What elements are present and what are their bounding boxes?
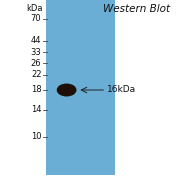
Text: kDa: kDa bbox=[26, 4, 42, 13]
Text: 16kDa: 16kDa bbox=[107, 86, 136, 94]
Text: 18: 18 bbox=[31, 86, 41, 94]
Text: 22: 22 bbox=[31, 70, 41, 79]
Text: 26: 26 bbox=[31, 59, 41, 68]
Text: Western Blot: Western Blot bbox=[103, 4, 170, 15]
Ellipse shape bbox=[57, 84, 76, 96]
Text: 10: 10 bbox=[31, 132, 41, 141]
Text: 14: 14 bbox=[31, 105, 41, 114]
Text: 33: 33 bbox=[31, 48, 41, 57]
Text: 70: 70 bbox=[31, 14, 41, 23]
Bar bbox=[46, 0, 115, 175]
Text: 44: 44 bbox=[31, 36, 41, 45]
